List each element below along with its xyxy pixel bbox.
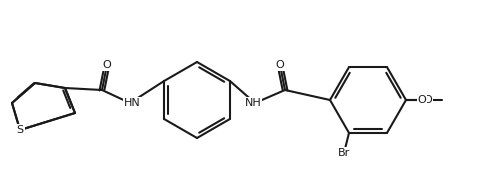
Text: O: O [103,60,111,70]
Text: O: O [276,60,285,70]
Text: O: O [417,95,426,105]
Text: S: S [16,125,24,135]
Text: NH: NH [245,98,261,108]
Text: Br: Br [338,148,350,158]
Text: HN: HN [124,98,140,108]
Text: O: O [424,95,432,105]
